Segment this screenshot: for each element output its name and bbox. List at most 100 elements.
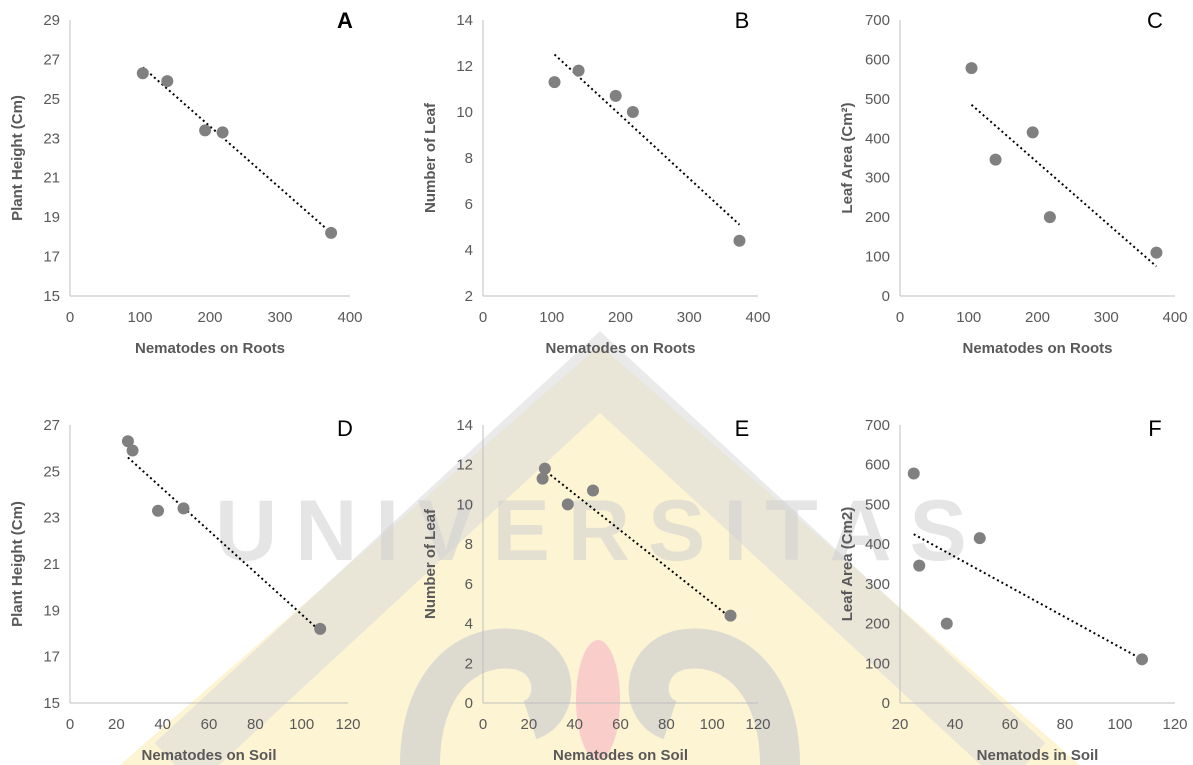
x-axis-title: Nematods in Soil (977, 747, 1099, 764)
y-axis-title: Leaf Area (Cm2) (839, 507, 856, 621)
data-point (1136, 653, 1148, 666)
y-tick-label: 15 (43, 288, 60, 305)
data-point (548, 76, 561, 89)
data-point (609, 89, 622, 102)
y-tick-label: 600 (865, 51, 890, 68)
data-point (216, 126, 229, 139)
x-tick-label: 300 (267, 309, 292, 326)
x-tick-label: 300 (1094, 309, 1119, 326)
y-tick-label: 25 (43, 463, 60, 480)
x-tick-label: 100 (956, 309, 981, 326)
x-axis-title: Nematodes on Soil (141, 747, 276, 764)
data-point (973, 532, 986, 545)
x-tick-label: 400 (745, 309, 770, 326)
y-tick-label: 12 (456, 58, 473, 75)
watermark-triangle (120, 345, 1080, 765)
y-tick-label: 400 (865, 536, 890, 553)
panel-c: 0 100 200 300 400 500 600 700 0 100 200 300 400 Nemat… (839, 8, 1188, 357)
y-tick-label: 0 (882, 695, 890, 712)
y-tick-label: 600 (865, 457, 890, 474)
panel-letter: A (337, 8, 353, 33)
x-tick-label: 120 (335, 716, 360, 733)
y-tick-label: 300 (865, 170, 890, 187)
y-tick-label: 8 (465, 150, 473, 167)
trendline (541, 467, 732, 619)
x-tick-label: 40 (566, 716, 583, 733)
y-tick-label: 6 (465, 196, 473, 213)
x-axis-title: Nematodes on Roots (962, 340, 1112, 357)
y-tick-label: 700 (865, 417, 890, 434)
data-point (177, 502, 190, 515)
y-tick-label: 2 (465, 288, 473, 305)
watermark-swirl-left (400, 628, 572, 765)
panel-letter: B (735, 8, 750, 33)
data-point (965, 62, 978, 75)
y-tick-label: 21 (43, 170, 60, 187)
x-tick-label: 100 (1107, 716, 1132, 733)
x-tick-label: 60 (1002, 716, 1019, 733)
y-tick-label: 6 (465, 576, 473, 593)
trendline (142, 66, 332, 234)
y-tick-label: 500 (865, 496, 890, 513)
x-tick-label: 20 (520, 716, 537, 733)
data-point (561, 498, 574, 511)
data-point (1026, 126, 1039, 139)
x-tick-label: 0 (66, 716, 74, 733)
data-point (126, 444, 139, 457)
data-point (314, 622, 327, 635)
y-tick-label: 12 (456, 457, 473, 474)
x-tick-label: 100 (289, 716, 314, 733)
data-point (940, 617, 953, 630)
x-tick-label: 80 (1057, 716, 1074, 733)
x-tick-label: 80 (658, 716, 675, 733)
panel-letter: D (337, 416, 353, 441)
panel-e: 0 2 4 6 8 10 12 14 0 20 40 60 80 100 120 Nematodes on S… (422, 416, 771, 764)
y-tick-label: 8 (465, 536, 473, 553)
y-tick-label: 19 (43, 602, 60, 619)
y-tick-label: 15 (43, 695, 60, 712)
y-tick-label: 500 (865, 91, 890, 108)
data-point (989, 153, 1002, 166)
x-tick-label: 20 (892, 716, 909, 733)
data-point (121, 435, 134, 448)
y-tick-label: 10 (456, 496, 473, 513)
panel-a: 15 17 19 21 23 25 27 29 0 100 200 300 400 Nematodes o… (9, 8, 363, 357)
x-tick-label: 120 (1162, 716, 1187, 733)
x-tick-label: 40 (154, 716, 171, 733)
y-tick-label: 27 (43, 417, 60, 434)
y-tick-label: 19 (43, 209, 60, 226)
data-point (325, 226, 338, 239)
x-tick-label: 100 (539, 309, 564, 326)
panel-letter: C (1147, 8, 1163, 33)
data-point (536, 472, 549, 485)
y-tick-label: 29 (43, 12, 60, 29)
x-axis-title: Nematodes on Soil (553, 747, 688, 764)
panel-b: 2 4 6 8 10 12 14 0 100 200 300 400 Nematodes on Root… (422, 8, 771, 357)
data-point (733, 234, 746, 247)
y-tick-label: 400 (865, 130, 890, 147)
trendline (553, 53, 741, 226)
y-axis-title: Number of Leaf (422, 102, 439, 213)
y-tick-label: 4 (465, 242, 473, 259)
watermark-lettering: UNIVERSITAS (215, 483, 985, 579)
y-tick-label: 14 (456, 417, 473, 434)
data-point (199, 124, 212, 137)
x-axis-title: Nematodes on Roots (135, 340, 285, 357)
data-point (587, 484, 599, 497)
y-tick-label: 17 (43, 249, 60, 266)
x-tick-label: 300 (677, 309, 702, 326)
data-point (907, 467, 920, 480)
data-point (1043, 211, 1056, 224)
y-axis-title: Number of Leaf (422, 508, 439, 619)
y-tick-label: 21 (43, 556, 60, 573)
y-axis-title: Leaf Area (Cm²) (839, 102, 856, 213)
data-point (626, 106, 639, 118)
trendline (127, 456, 321, 632)
data-point (913, 559, 926, 572)
panel-letter: F (1148, 416, 1161, 441)
trendline (970, 104, 1158, 268)
panel-d: 15 17 19 21 23 25 27 0 20 40 60 80 100 120 Nematodes o… (9, 416, 361, 764)
watermark-flame (576, 640, 620, 760)
